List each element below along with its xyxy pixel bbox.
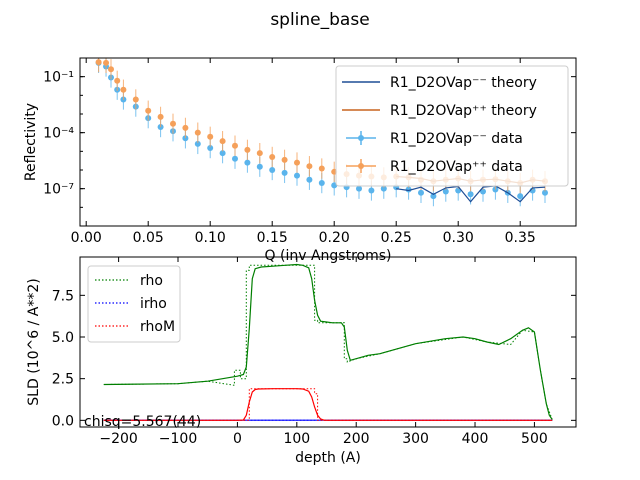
- y-tick-label: 10⁻⁴: [43, 126, 74, 142]
- data-point: [182, 124, 189, 131]
- sld-legend: rho irho rhoM: [87, 265, 181, 343]
- data-point: [114, 77, 121, 84]
- data-point: [480, 188, 486, 195]
- y-tick-label: 7.5: [52, 288, 74, 304]
- data-point: [232, 155, 238, 162]
- reflectivity-xlabel: Q (inv Angstroms): [265, 248, 392, 264]
- data-point: [517, 193, 524, 200]
- legend-label: R1_D2OVap⁻⁻ data: [390, 131, 523, 147]
- data-point: [256, 163, 263, 170]
- y-tick-label: 5.0: [52, 330, 74, 346]
- data-point: [219, 138, 226, 145]
- x-tick-label: 0.05: [133, 230, 164, 246]
- data-point: [95, 59, 102, 66]
- data-point: [108, 66, 114, 73]
- reflectivity-legend-box: [335, 65, 569, 187]
- x-tick-label: 100: [283, 431, 310, 447]
- x-tick-label: 0.30: [443, 230, 474, 246]
- x-tick-label: 0.10: [195, 230, 226, 246]
- y-tick-label: 10⁻⁷: [43, 182, 74, 198]
- data-point: [145, 107, 152, 114]
- data-point: [318, 165, 325, 172]
- chisq-annotation: chisq=5.567(44): [84, 414, 201, 430]
- data-point: [356, 185, 362, 192]
- reflectivity-panel: 0.00 0.05 0.10 0.15 0.20 0.25 0.30 0.35 10⁻¹ 10⁻⁴…: [23, 57, 577, 264]
- data-point: [467, 191, 474, 198]
- data-point: [256, 150, 263, 157]
- legend-label: irho: [140, 296, 167, 312]
- x-tick-label: 0.15: [257, 230, 288, 246]
- data-point: [219, 150, 226, 157]
- data-point: [194, 129, 201, 136]
- x-tick-label: 0.20: [319, 230, 350, 246]
- legend-label: rho: [140, 273, 163, 289]
- legend-label: R1_D2OVap⁺⁺ theory: [390, 103, 537, 119]
- data-point: [182, 135, 189, 142]
- theory-line: [396, 185, 546, 203]
- reflectivity-ylabel: Reflectivity: [23, 103, 39, 181]
- sld-legend-box: [87, 265, 181, 343]
- sld-curve: [103, 264, 553, 420]
- x-tick-label: 400: [462, 431, 489, 447]
- data-point: [442, 188, 449, 195]
- sld-axes-frame: [79, 256, 577, 428]
- reflectivity-legend: R1_D2OVap⁻⁻ theory R1_D2OVap⁺⁺ theory R1_D…: [335, 65, 569, 187]
- x-tick-label: 200: [343, 431, 370, 447]
- y-tick-label: 10⁻¹: [43, 70, 74, 86]
- x-tick-label: 0.25: [381, 230, 412, 246]
- data-point: [170, 120, 176, 127]
- data-point: [430, 193, 437, 200]
- x-tick-label: 500: [521, 431, 548, 447]
- data-point: [269, 153, 276, 160]
- reflectivity-ticks: 0.00 0.05 0.10 0.15 0.20 0.25 0.30 0.35 10⁻¹ 10⁻⁴…: [43, 57, 576, 246]
- x-tick-label: −200: [99, 431, 137, 447]
- legend-label: rhoM: [140, 319, 175, 335]
- legend-label: R1_D2OVap⁺⁺ data: [390, 159, 523, 175]
- data-point: [132, 96, 139, 103]
- x-tick-label: 300: [402, 431, 429, 447]
- sld-ylabel: SLD (10^6 / A**2): [26, 278, 42, 405]
- x-tick-label: 0.35: [505, 230, 536, 246]
- data-point: [207, 133, 214, 140]
- data-point: [368, 187, 375, 194]
- data-point: [232, 142, 238, 149]
- x-tick-label: 0: [233, 431, 242, 447]
- sld-panel: −200 −100 0 100 200 300 400 500 0.0 2.5 5.0 7.5 dep…: [26, 256, 577, 466]
- data-point: [207, 145, 214, 152]
- data-point: [306, 176, 313, 183]
- data-point: [194, 140, 201, 147]
- reflectivity-axes-frame: [79, 57, 577, 227]
- data-point: [269, 167, 276, 173]
- sld-curve: [103, 388, 553, 421]
- data-point: [294, 159, 300, 166]
- x-tick-label: −100: [159, 431, 197, 447]
- x-tick-label: 0.00: [71, 230, 102, 246]
- sld-xlabel: depth (A): [295, 450, 361, 466]
- data-point: [281, 156, 288, 163]
- sld-ticks: −200 −100 0 100 200 300 400 500 0.0 2.5 5.0 7.5: [52, 257, 576, 447]
- legend-marker: [358, 163, 364, 169]
- data-point: [542, 189, 548, 196]
- data-point: [380, 185, 387, 192]
- legend-label: R1_D2OVap⁻⁻ theory: [390, 75, 537, 91]
- data-point: [157, 113, 164, 120]
- data-point: [418, 189, 424, 196]
- data-point: [120, 86, 127, 93]
- data-point: [244, 146, 251, 153]
- data-point: [318, 180, 325, 187]
- sld-series-layer: [103, 263, 553, 421]
- legend-marker: [358, 135, 364, 141]
- data-point: [244, 159, 251, 166]
- data-point: [294, 172, 300, 179]
- y-tick-label: 0.0: [52, 413, 74, 429]
- data-point: [103, 59, 110, 66]
- figure-title: spline_base: [270, 10, 369, 30]
- data-point: [405, 186, 412, 193]
- data-point: [492, 186, 499, 193]
- data-point: [281, 169, 288, 176]
- y-tick-label: 2.5: [52, 372, 74, 388]
- data-point: [306, 163, 313, 170]
